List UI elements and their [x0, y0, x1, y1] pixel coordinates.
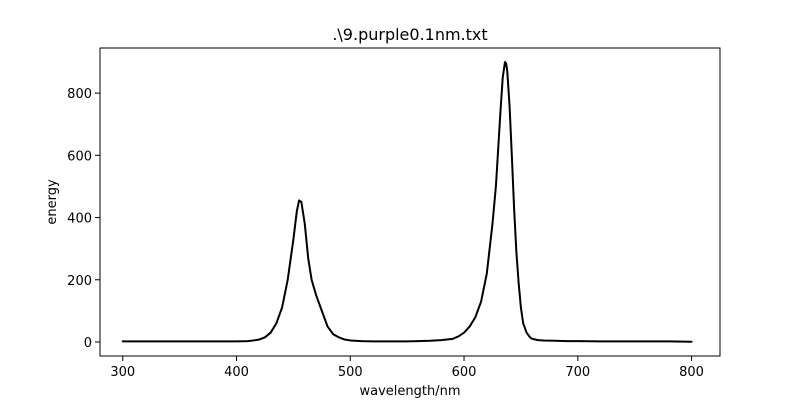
x-tick-label: 600 — [452, 365, 477, 380]
chart-title: .\9.purple0.1nm.txt — [332, 25, 487, 44]
plot-frame — [99, 47, 721, 357]
y-tick-label: 200 — [67, 274, 92, 289]
y-tick-label: 400 — [67, 212, 92, 227]
y-tick-label: 600 — [67, 149, 92, 164]
x-tick-label: 300 — [110, 365, 135, 380]
y-tick-label: 0 — [84, 336, 92, 351]
y-tick-label: 800 — [67, 87, 92, 102]
x-tick-label: 700 — [565, 365, 590, 380]
x-tick-label: 400 — [224, 365, 249, 380]
x-axis-label: wavelength/nm — [359, 384, 460, 399]
y-axis-label: energy — [45, 179, 60, 225]
x-tick-label: 500 — [338, 365, 363, 380]
axis-ticks: 300 400 500 600 700 800 0 200 400 600 800 — [67, 87, 704, 380]
series-line — [121, 61, 693, 343]
x-tick-label: 800 — [679, 365, 704, 380]
